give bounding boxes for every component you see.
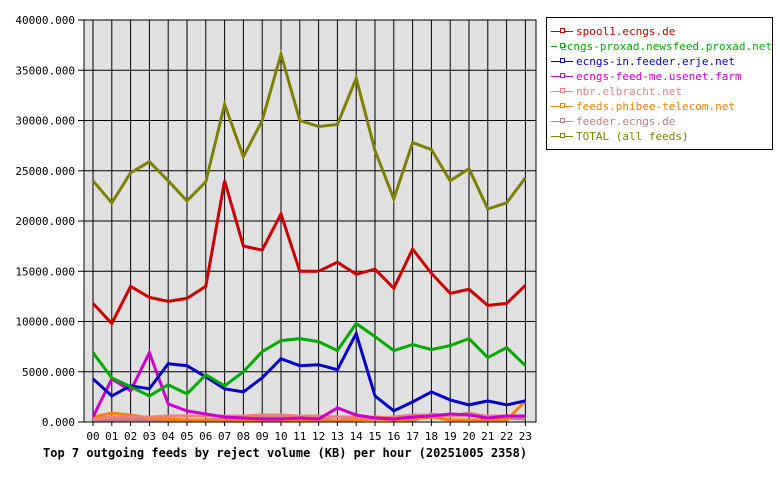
series-lines [91,48,527,423]
x-tick-label: 05 [180,430,193,443]
y-tick-label: 0.000 [42,416,75,429]
x-tick-label: 20 [462,430,475,443]
x-tick-label: 22 [500,430,513,443]
x-tick-label: 12 [312,430,325,443]
x-tick-label: 16 [387,430,400,443]
x-tick-label: 15 [368,430,381,443]
y-tick-label: 10000.000 [15,316,75,329]
legend-line-marker-icon [551,132,573,141]
x-tick-label: 01 [105,430,118,443]
legend-item: ecngs-in.feeder.erje.net [547,54,772,69]
legend-item: spool1.ecngs.de [547,24,772,39]
x-tick-label: 17 [406,430,419,443]
x-tick-label: 23 [519,430,532,443]
x-tick-label: 00 [86,430,99,443]
x-tick-label: 02 [124,430,137,443]
legend-line-marker-icon [551,72,573,81]
legend-item: ecngs-feed-me.usenet.farm [547,69,772,84]
legend-label: spool1.ecngs.de [576,25,676,38]
legend-item: feeds.phibee-telecom.net [547,99,772,114]
series-line-total-all-feeds- [91,48,527,211]
series-line-ecngs-in-feeder-erje-net [91,329,526,413]
x-tick-label: 14 [350,430,364,443]
x-tick-label: 03 [143,430,156,443]
chart-legend: spool1.ecngs.de ecngs-proxad.newsfeed.pro… [546,17,773,150]
legend-label: nbr.elbracht.net [576,85,682,98]
x-tick-label: 21 [481,430,494,443]
legend-label: ecngs-proxad.newsfeed.proxad.net [560,40,772,53]
x-tick-label: 13 [331,430,344,443]
plot-frame [83,19,537,423]
legend-label: feeds.phibee-telecom.net [576,100,735,113]
legend-label: feeder.ecngs.de [576,115,676,128]
legend-line-marker-icon [551,42,566,51]
x-tick-label: 08 [237,430,250,443]
legend-line-marker-icon [551,102,573,111]
x-tick-label: 06 [199,430,212,443]
legend-line-marker-icon [551,87,573,96]
y-tick-label: 15000.000 [15,265,75,278]
y-tick-label: 40000.000 [15,14,75,27]
y-tick-label: 5000.000 [22,366,75,379]
legend-item: nbr.elbracht.net [547,84,772,99]
legend-item: TOTAL (all feeds) [547,129,772,144]
legend-line-marker-icon [551,117,573,126]
y-axis-ticks: 0.000 5000.000 10000.000 15000.000 20000.000… [15,14,75,429]
series-line-feeds-phibee-telecom-net [92,399,527,423]
legend-line-marker-icon [551,27,573,36]
legend-label: ecngs-feed-me.usenet.farm [576,70,742,83]
legend-line-marker-icon [551,57,573,66]
chart-title: Top 7 outgoing feeds by reject volume (K… [43,446,527,460]
legend-item: feeder.ecngs.de [547,114,772,129]
series-line-ecngs-proxad-newsfeed-proxad-net [91,321,527,398]
x-tick-label: 11 [293,430,306,443]
y-tick-label: 25000.000 [15,165,75,178]
x-tick-label: 18 [425,430,438,443]
x-tick-label: 09 [256,430,269,443]
x-tick-label: 19 [444,430,457,443]
x-tick-label: 07 [218,430,231,443]
y-tick-label: 30000.000 [15,115,75,128]
x-axis-ticks: 00 01 02 03 04 05 06 07 08 09 10 11 12 13 14 15 16 17 18 19… [86,430,532,443]
x-tick-label: 10 [274,430,287,443]
legend-item: ecngs-proxad.newsfeed.proxad.net [547,39,772,54]
series-line-nbr-elbracht-net [92,413,526,421]
legend-label: TOTAL (all feeds) [576,130,689,143]
y-tick-label: 20000.000 [15,215,75,228]
series-line-ecngs-feed-me-usenet-farm [91,348,526,421]
legend-label: ecngs-in.feeder.erje.net [576,55,735,68]
x-tick-label: 04 [162,430,176,443]
series-line-spool1-ecngs-de [91,180,527,327]
y-tick-label: 35000.000 [15,64,75,77]
